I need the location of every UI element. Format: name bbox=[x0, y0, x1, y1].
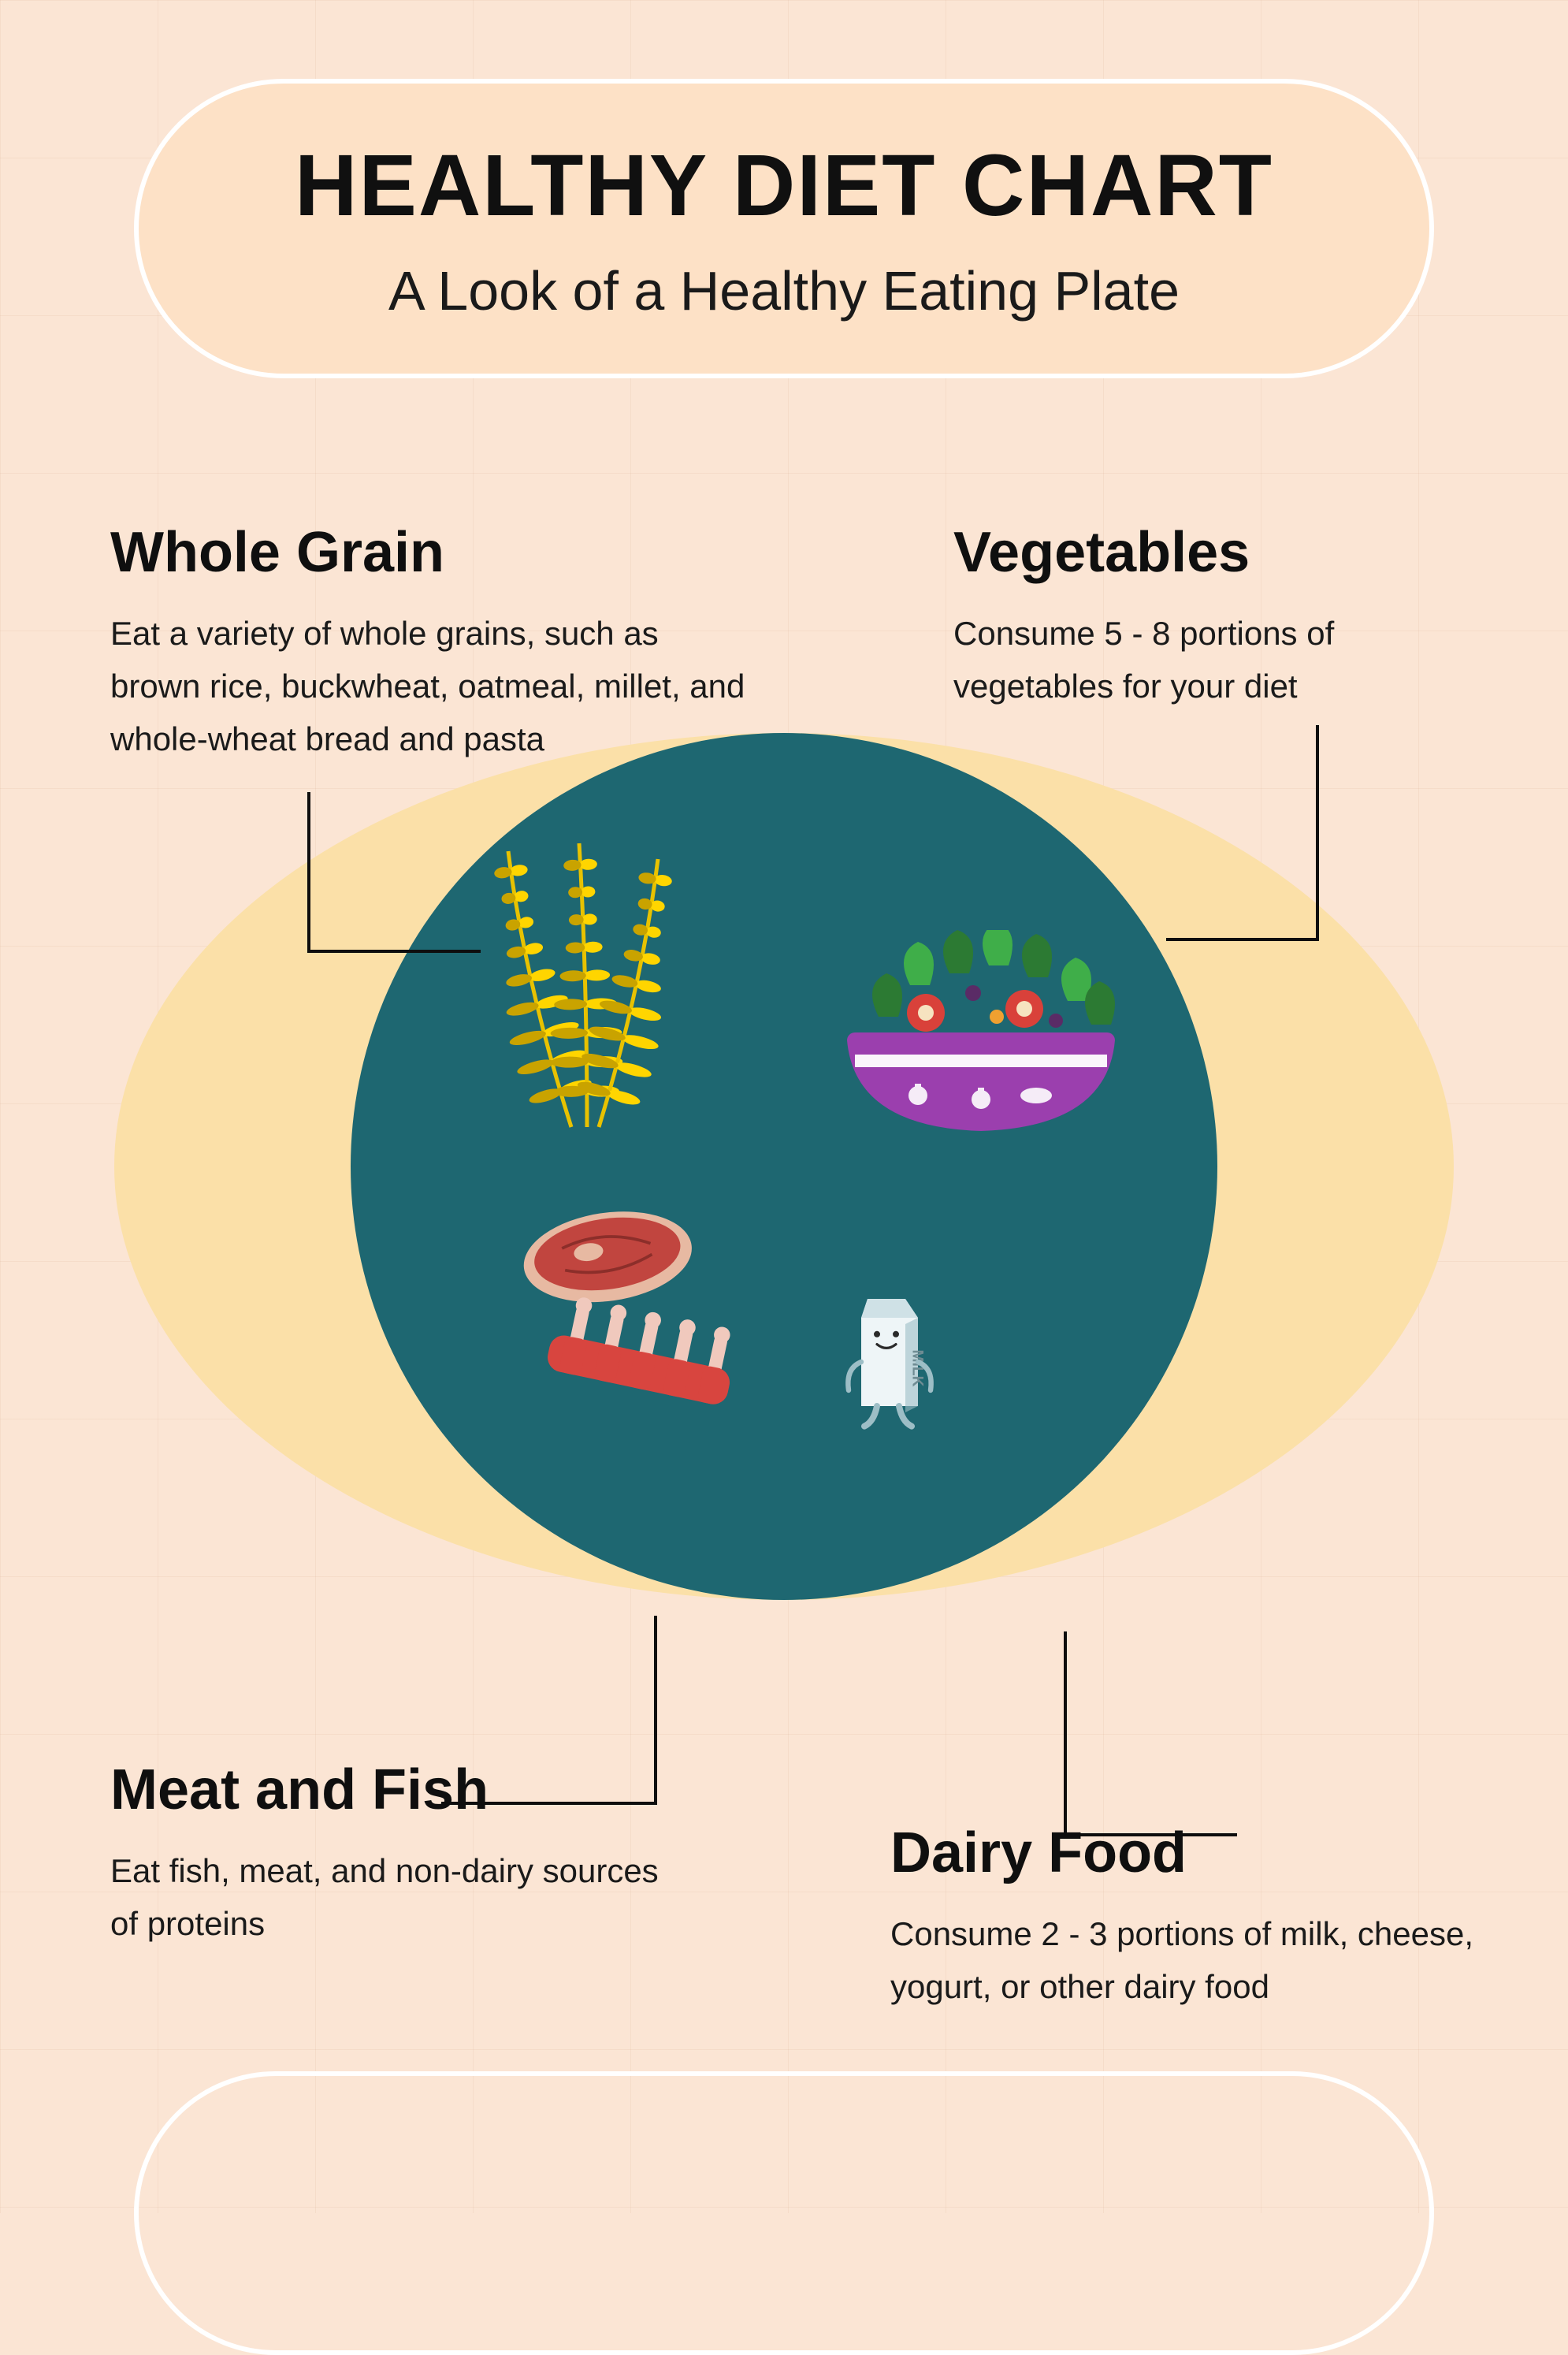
section-desc-meat: Eat fish, meat, and non-dairy sources of… bbox=[110, 1844, 662, 1950]
connector-dairy-h bbox=[1064, 1833, 1237, 1836]
section-desc-dairy: Consume 2 - 3 portions of milk, cheese, … bbox=[890, 1907, 1473, 2013]
footer-arc bbox=[134, 2071, 1434, 2355]
connector-meat-h bbox=[441, 1802, 657, 1805]
section-dairy: Dairy Food Consume 2 - 3 portions of mil… bbox=[890, 1821, 1473, 2013]
section-title-whole-grain: Whole Grain bbox=[110, 520, 756, 585]
section-meat: Meat and Fish Eat fish, meat, and non-da… bbox=[110, 1758, 662, 1950]
page-subtitle: A Look of a Healthy Eating Plate bbox=[388, 259, 1180, 322]
section-title-meat: Meat and Fish bbox=[110, 1758, 662, 1822]
section-title-vegetables: Vegetables bbox=[953, 520, 1458, 585]
connector-vegetables-v bbox=[1316, 725, 1319, 938]
section-title-dairy: Dairy Food bbox=[890, 1821, 1473, 1885]
pie-chart bbox=[351, 733, 1217, 1600]
connector-whole-grain-h bbox=[307, 950, 481, 953]
connector-vegetables-h bbox=[1166, 938, 1319, 941]
section-vegetables: Vegetables Consume 5 - 8 portions of veg… bbox=[953, 520, 1458, 712]
pie-chart-area: MILK bbox=[114, 694, 1454, 1639]
header-card: HEALTHY DIET CHART A Look of a Healthy E… bbox=[134, 79, 1434, 378]
page-title: HEALTHY DIET CHART bbox=[295, 136, 1273, 236]
connector-meat-v bbox=[654, 1616, 657, 1805]
connector-whole-grain-v bbox=[307, 792, 310, 950]
connector-dairy-v bbox=[1064, 1631, 1067, 1836]
